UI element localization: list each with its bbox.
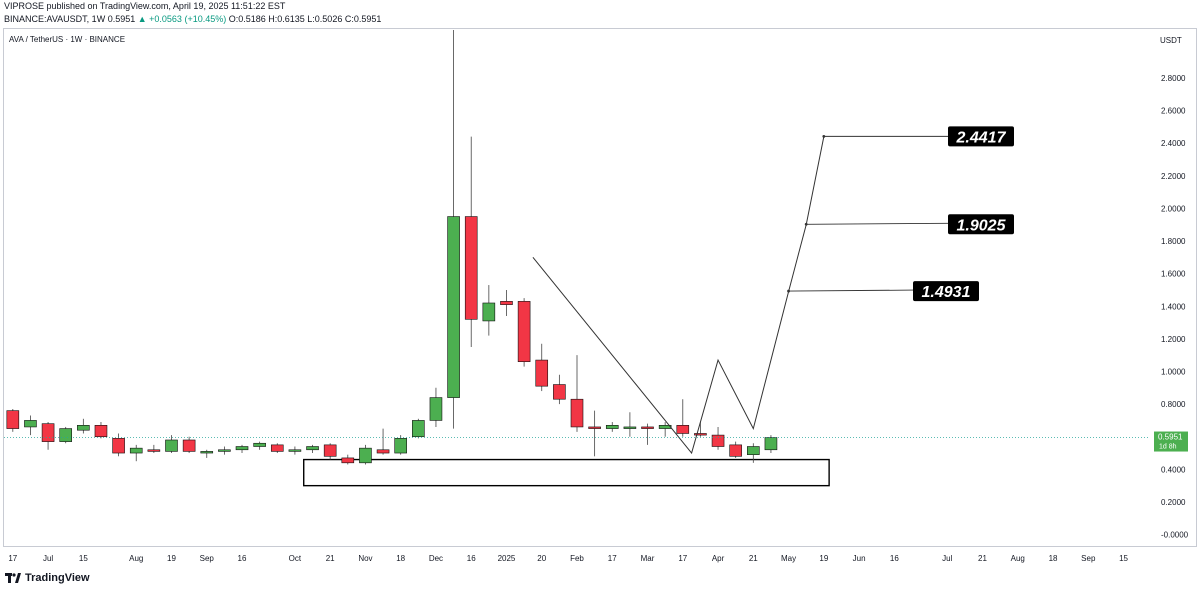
x-tick-label: Aug (129, 554, 143, 563)
x-tick-label: 2025 (498, 554, 516, 563)
x-tick-label: 21 (978, 554, 987, 563)
x-tick-label: Sep (200, 554, 215, 563)
x-tick-label: Apr (712, 554, 725, 563)
tradingview-brand: TradingView (5, 572, 90, 584)
price-value: 0.5951 (107, 14, 136, 24)
x-tick-label: Jul (43, 554, 53, 563)
x-tick-label: Jun (853, 554, 866, 563)
x-tick-label: Mar (641, 554, 655, 563)
x-tick-label: 16 (238, 554, 247, 563)
x-tick-label: 20 (537, 554, 546, 563)
chart-frame (3, 28, 1197, 547)
x-tick-label: Dec (429, 554, 443, 563)
x-tick-label: Sep (1081, 554, 1096, 563)
x-tick-label: 19 (819, 554, 828, 563)
x-tick-label: Oct (289, 554, 302, 563)
x-tick-label: 18 (1049, 554, 1058, 563)
x-tick-label: 15 (79, 554, 88, 563)
publisher-line: VIPROSE published on TradingView.com, Ap… (4, 1, 286, 11)
x-tick-label: 15 (1119, 554, 1128, 563)
ohlc-values: O:0.5186 H:0.6135 L:0.5026 C:0.5951 (228, 14, 382, 24)
tradingview-brand-text: TradingView (25, 572, 90, 584)
symbol-quote-line: BINANCE:AVAUSDT, 1W 0.5951 ▲ +0.0563 (+1… (4, 14, 381, 24)
axis-currency-label: USDT (1160, 36, 1182, 45)
x-tick-label: 17 (8, 554, 17, 563)
chart-legend-title: AVA / TetherUS · 1W · BINANCE (9, 35, 126, 44)
x-tick-label: 21 (326, 554, 335, 563)
tradingview-logo-icon (5, 573, 21, 583)
x-tick-label: 18 (396, 554, 405, 563)
x-tick-label: 16 (467, 554, 476, 563)
x-tick-label: Jul (942, 554, 952, 563)
x-tick-label: Nov (358, 554, 372, 563)
x-tick-label: Aug (1011, 554, 1025, 563)
x-tick-label: Feb (570, 554, 584, 563)
price-change: ▲ +0.0563 (+10.45%) (137, 14, 227, 24)
x-tick-label: 21 (749, 554, 758, 563)
symbol-label: BINANCE:AVAUSDT, 1W (4, 14, 106, 24)
x-tick-label: 17 (678, 554, 687, 563)
x-tick-label: 19 (167, 554, 176, 563)
x-tick-label: 17 (608, 554, 617, 563)
x-tick-label: May (781, 554, 796, 563)
x-tick-label: 16 (890, 554, 899, 563)
